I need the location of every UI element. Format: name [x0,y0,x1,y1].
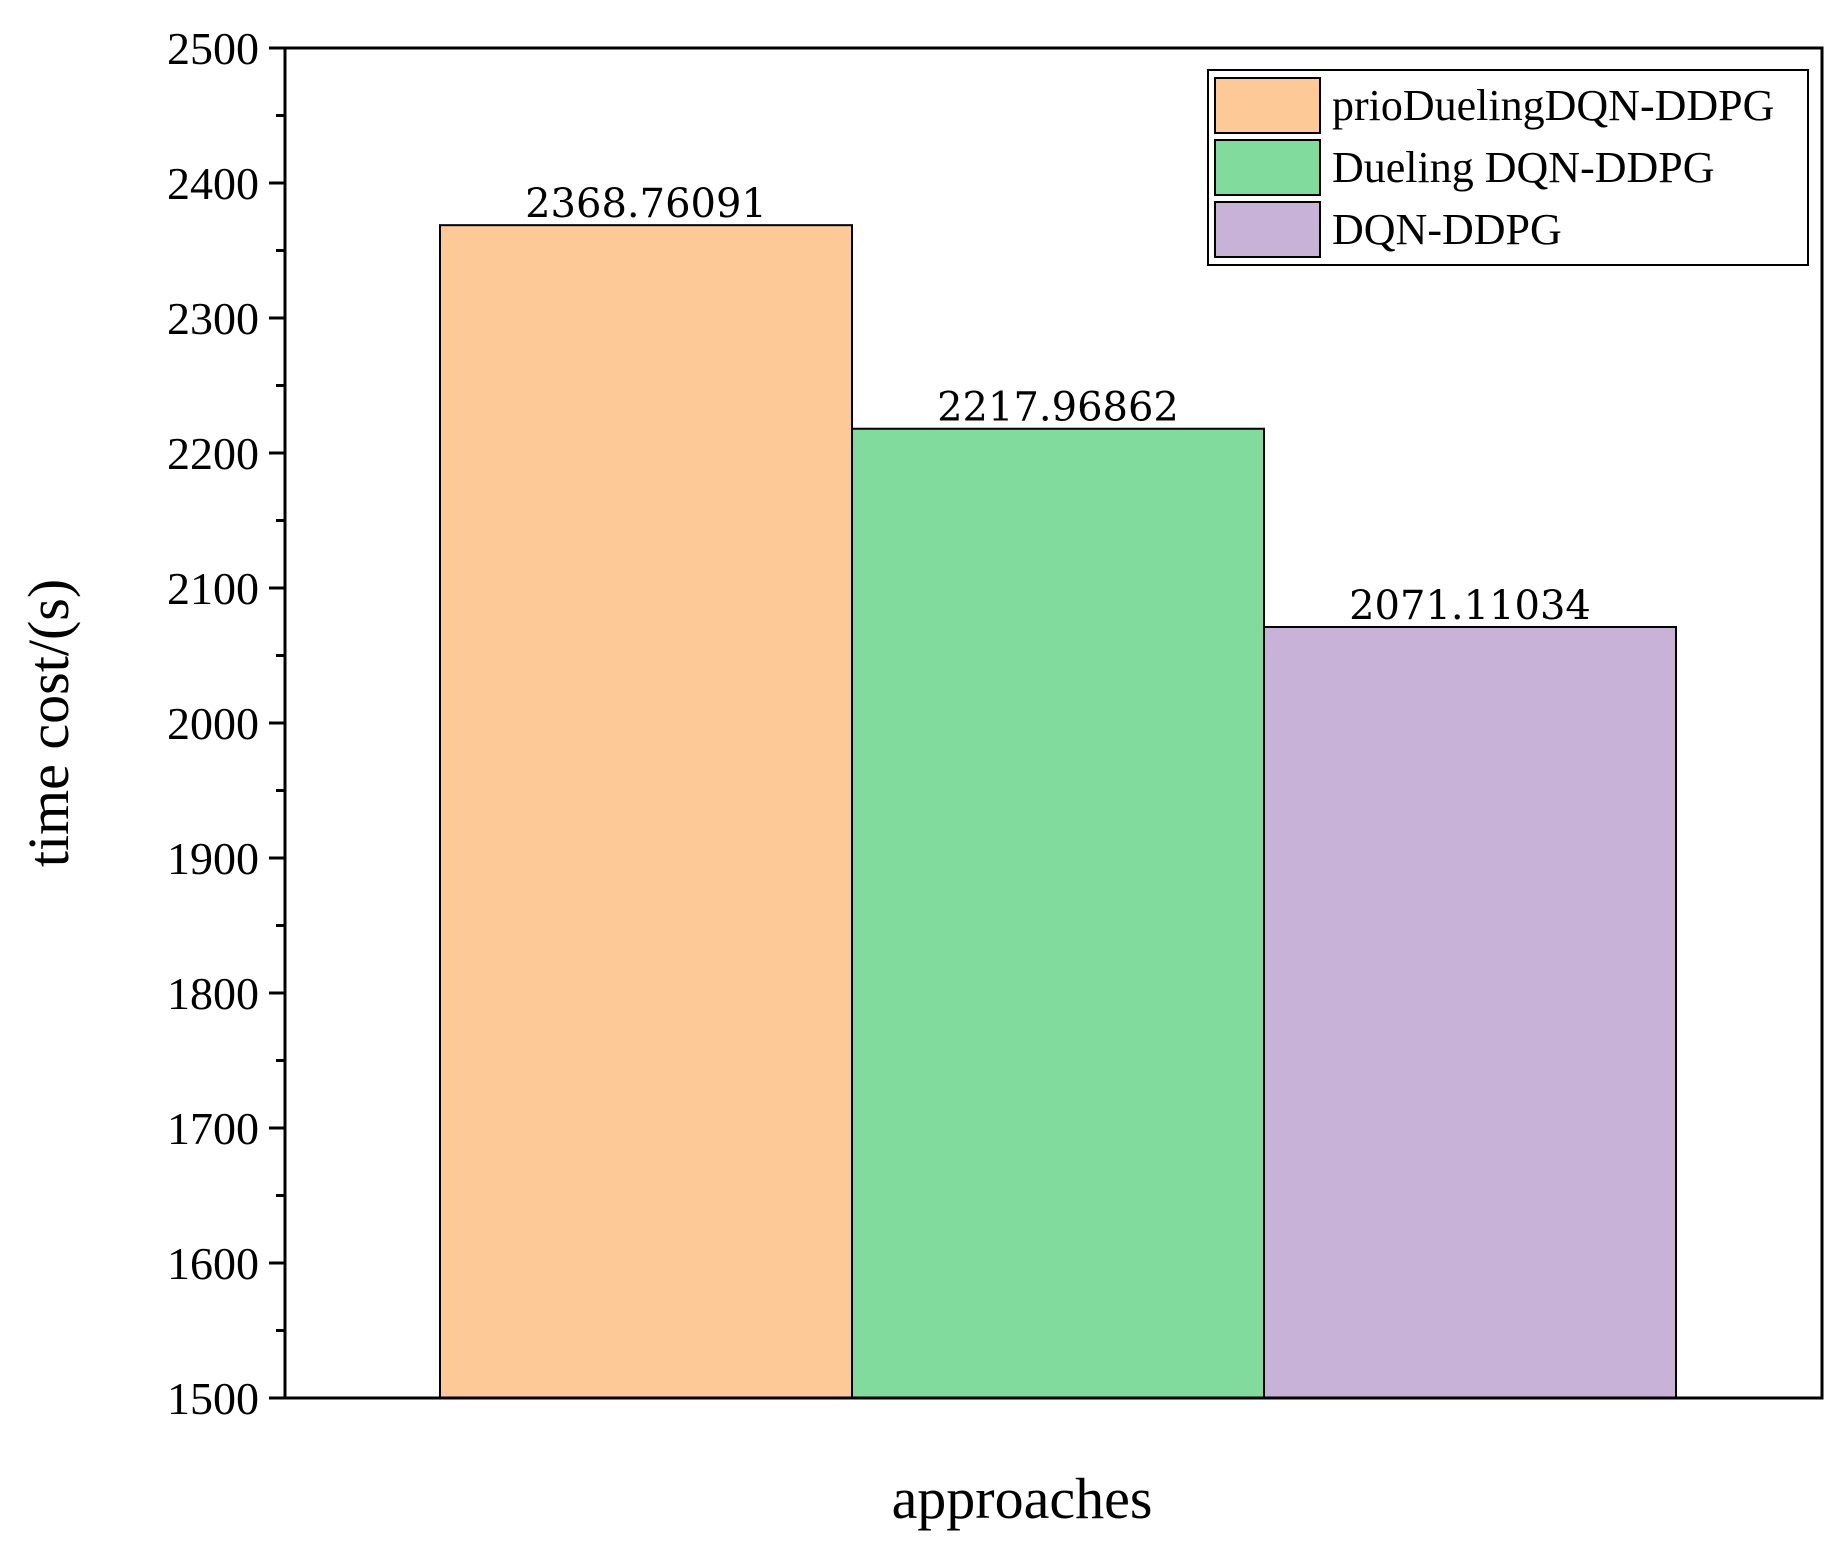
y-axis-tick-labels: 1500 1600 1700 1800 1900 2000 2100 2200 2300 2400… [167,23,259,1424]
y-tick-label: 2100 [167,563,259,614]
bar-1 [439,224,853,1400]
legend-label-1: prioDuelingDQN-DDPG [1332,81,1774,130]
x-axis-title: approaches [892,1466,1153,1531]
bar-2-data-label: 2217.96862 [937,385,1179,431]
y-tick-label: 1900 [167,833,259,884]
legend: prioDuelingDQN-DDPG Dueling DQN-DDPG DQN-D… [1207,69,1809,266]
y-tick-label: 1700 [167,1103,259,1154]
y-tick-label: 1600 [167,1238,259,1289]
y-tick-label: 2500 [167,23,259,74]
y-tick-label: 2200 [167,428,259,479]
bar-1-data-label: 2368.76091 [525,181,767,227]
y-tick-label: 2000 [167,698,259,749]
legend-swatch-1 [1214,77,1321,134]
y-tick-label: 1500 [167,1373,259,1424]
bar-2 [851,427,1265,1399]
y-tick-label: 1800 [167,968,259,1019]
legend-swatch-3 [1214,201,1321,258]
bar-3 [1263,626,1677,1399]
legend-swatch-2 [1214,139,1321,196]
data-labels-group: 2368.76091 2217.96862 2071.11034 [525,181,1591,629]
y-tick-label: 2300 [167,293,259,344]
bars-group [439,224,1677,1400]
y-tick-label: 2400 [167,158,259,209]
legend-label-2: Dueling DQN-DDPG [1332,143,1715,192]
y-axis-title: time cost/(s) [16,579,81,867]
y-axis-ticks [269,46,285,1400]
legend-label-3: DQN-DDPG [1332,205,1562,254]
bar-3-data-label: 2071.11034 [1349,583,1591,629]
